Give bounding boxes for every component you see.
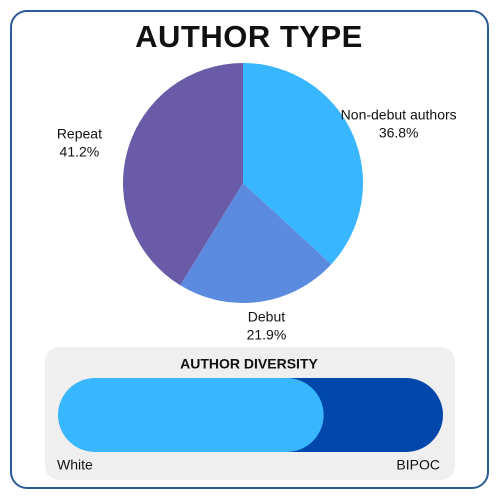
slice-label: Repeat (57, 125, 102, 141)
slice-value: 36.8% (379, 124, 419, 140)
slice-label: Non-debut authors (341, 106, 457, 122)
slice-value: 41.2% (60, 143, 100, 159)
legend-label: White (57, 457, 93, 473)
legend-label: BIPOC (396, 457, 440, 473)
slice-value: 21.9% (247, 326, 287, 342)
bar-segment (58, 378, 324, 452)
panel-title: AUTHOR DIVERSITY (180, 356, 318, 372)
pie-slice (123, 63, 243, 286)
pie-slice (243, 63, 364, 265)
chart-title: AUTHOR TYPE (135, 19, 363, 54)
pie-slice (180, 183, 332, 304)
slice-label: Debut (248, 308, 285, 324)
